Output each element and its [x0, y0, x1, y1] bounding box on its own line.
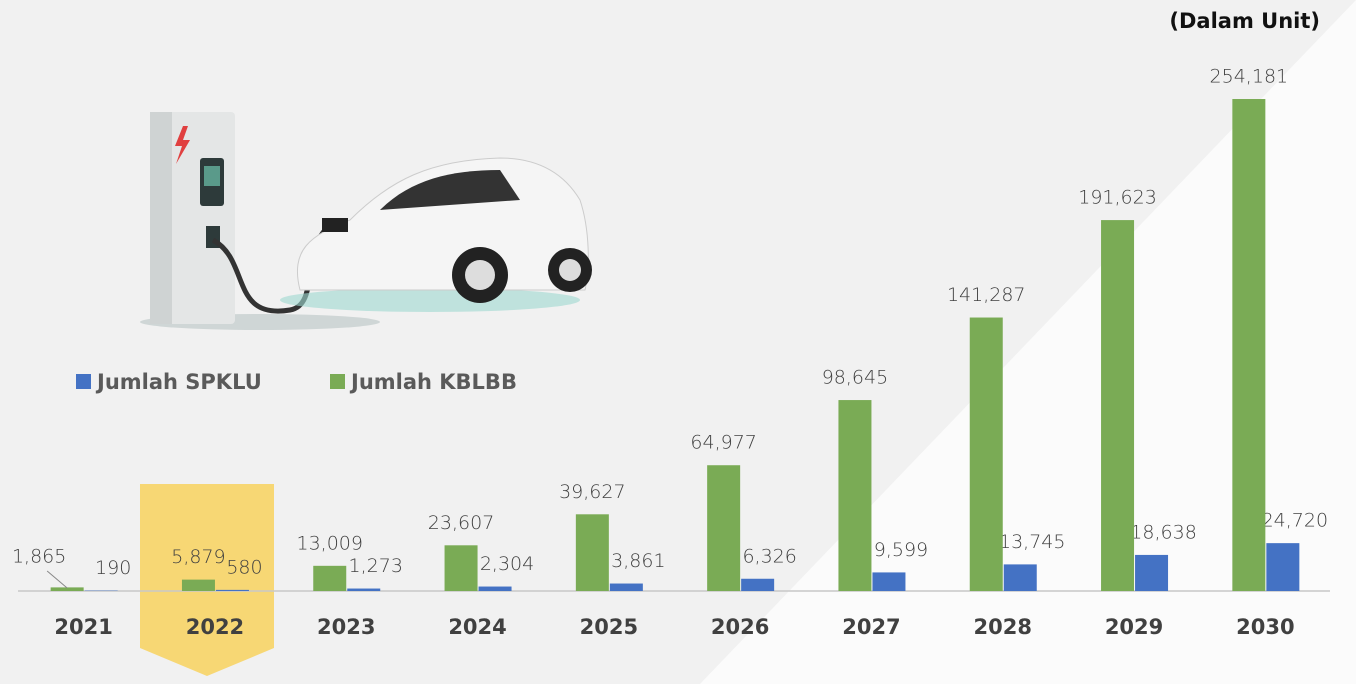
value-label: 64,977 [690, 432, 756, 454]
bar [1003, 564, 1037, 591]
leader-line [46, 570, 68, 589]
value-label: 3,861 [611, 550, 665, 572]
bar [181, 579, 215, 591]
value-label: 9,599 [874, 539, 928, 561]
value-label: 18,638 [1130, 521, 1196, 543]
bar [215, 589, 249, 591]
bar [444, 545, 478, 591]
value-label: 24,720 [1262, 510, 1328, 532]
value-label: 580 [226, 556, 262, 578]
value-label: 1,865 [12, 546, 66, 568]
legend: Jumlah SPKLU Jumlah KBLBB [76, 370, 517, 394]
value-label: 13,009 [297, 532, 363, 554]
bar [1101, 220, 1135, 591]
value-label: 39,627 [559, 481, 625, 503]
subtitle: (Dalam Unit) [1169, 9, 1320, 33]
x-tick-label: 2026 [711, 615, 769, 639]
value-label: 6,326 [742, 545, 796, 567]
value-label: 2,304 [480, 553, 534, 575]
bar [1232, 99, 1266, 591]
bar [838, 400, 872, 591]
illustration [140, 112, 592, 330]
bar [50, 587, 84, 591]
bar [347, 588, 381, 591]
bar [313, 565, 347, 591]
legend-swatch [76, 374, 91, 389]
value-label: 1,273 [349, 555, 403, 577]
x-tick-label: 2025 [580, 615, 638, 639]
bar [872, 572, 906, 591]
bar [575, 514, 609, 591]
x-tick-label: 2024 [448, 615, 506, 639]
bar [741, 578, 775, 591]
x-tick-label: 2030 [1236, 615, 1294, 639]
value-label: 98,645 [822, 367, 888, 389]
x-tick-label: 2027 [842, 615, 900, 639]
bar [707, 465, 741, 591]
bar [969, 317, 1003, 591]
bar [1135, 554, 1169, 591]
x-tick-label: 2022 [186, 615, 244, 639]
legend-swatch [330, 374, 345, 389]
bar [478, 586, 512, 591]
legend-label: Jumlah SPKLU [95, 370, 262, 394]
bar [1266, 543, 1300, 591]
value-label: 191,623 [1078, 187, 1157, 209]
value-label: 190 [95, 557, 131, 579]
value-label: 254,181 [1210, 66, 1289, 88]
x-tick-label: 2028 [974, 615, 1032, 639]
value-label: 5,879 [171, 546, 225, 568]
legend-label: Jumlah KBLBB [349, 370, 517, 394]
x-tick-label: 2021 [54, 615, 112, 639]
value-label: 13,745 [999, 531, 1065, 553]
value-label: 141,287 [947, 284, 1026, 306]
x-tick-label: 2023 [317, 615, 375, 639]
bar [609, 583, 643, 591]
value-label: 23,607 [428, 512, 494, 534]
x-tick-label: 2029 [1105, 615, 1163, 639]
